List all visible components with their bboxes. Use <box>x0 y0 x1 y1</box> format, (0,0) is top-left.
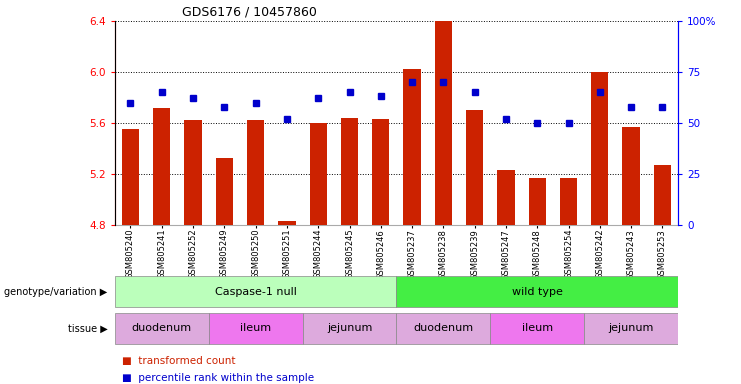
Bar <box>497 170 514 225</box>
Bar <box>216 159 233 225</box>
Text: ■  percentile rank within the sample: ■ percentile rank within the sample <box>122 373 314 383</box>
Text: genotype/variation ▶: genotype/variation ▶ <box>4 287 107 297</box>
Bar <box>396 313 491 344</box>
Bar <box>247 120 265 225</box>
Bar <box>528 177 546 225</box>
Bar <box>435 0 452 225</box>
Bar <box>122 129 139 225</box>
Bar <box>279 221 296 225</box>
Bar <box>560 177 577 225</box>
Bar <box>153 108 170 225</box>
Bar <box>341 118 358 225</box>
Text: Caspase-1 null: Caspase-1 null <box>215 287 296 297</box>
Text: GDS6176 / 10457860: GDS6176 / 10457860 <box>182 5 317 18</box>
Bar <box>209 313 302 344</box>
Bar <box>591 72 608 225</box>
Text: jejunum: jejunum <box>327 323 372 333</box>
Bar <box>466 110 483 225</box>
Bar <box>115 276 396 308</box>
Text: ileum: ileum <box>522 323 553 333</box>
Text: duodenum: duodenum <box>132 323 192 333</box>
Bar <box>584 313 678 344</box>
Text: duodenum: duodenum <box>413 323 473 333</box>
Bar <box>185 120 202 225</box>
Bar <box>396 276 678 308</box>
Bar <box>654 165 671 225</box>
Bar <box>372 119 390 225</box>
Bar <box>491 313 584 344</box>
Text: jejunum: jejunum <box>608 323 654 333</box>
Text: ■  transformed count: ■ transformed count <box>122 356 236 366</box>
Bar <box>403 70 421 225</box>
Bar <box>310 123 327 225</box>
Bar <box>302 313 396 344</box>
Text: tissue ▶: tissue ▶ <box>67 323 107 333</box>
Bar <box>115 313 209 344</box>
Bar <box>622 127 639 225</box>
Text: ileum: ileum <box>240 323 271 333</box>
Text: wild type: wild type <box>512 287 562 297</box>
